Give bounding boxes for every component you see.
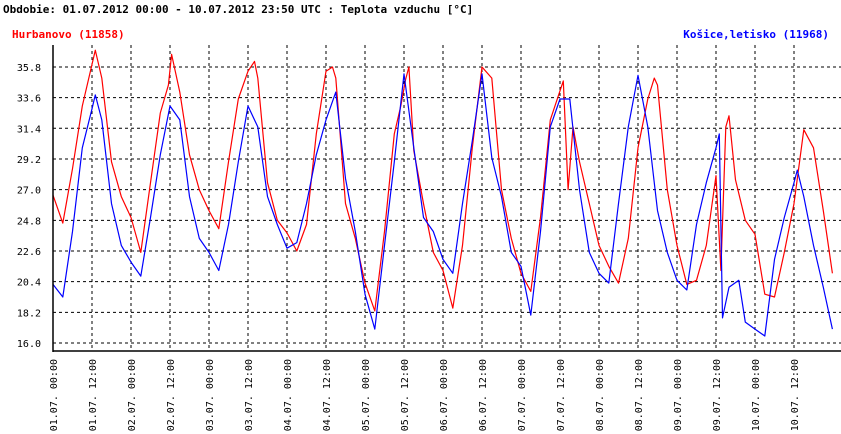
series-line-hurbanovo (52, 49, 833, 312)
y-tick-label: 33.6 (17, 94, 41, 105)
x-tick-label: 08.07. 12:00 (634, 359, 645, 431)
x-tick-label: 03.07. 00:00 (205, 359, 216, 431)
x-tick-label: 09.07. 00:00 (673, 359, 684, 431)
y-tick-label: 35.8 (17, 63, 41, 74)
x-tick-label: 07.07. 00:00 (517, 359, 528, 431)
x-tick-label: 02.07. 12:00 (166, 359, 177, 431)
x-tick-label: 06.07. 00:00 (439, 359, 450, 431)
x-tick-label: 09.07. 12:00 (712, 359, 723, 431)
x-tick-label: 10.07. 00:00 (751, 359, 762, 431)
series-line-kosice (52, 73, 833, 337)
y-tick-label: 22.6 (17, 247, 41, 258)
x-tick-label: 03.07. 12:00 (244, 359, 255, 431)
x-tick-label: 05.07. 00:00 (361, 359, 372, 431)
legend-kosice: Košice,letisko (11968) (683, 28, 829, 41)
y-tick-label: 20.4 (17, 278, 41, 289)
x-tick-label: 01.07. 12:00 (88, 359, 99, 431)
legend-hurbanovo: Hurbanovo (11858) (12, 28, 125, 41)
x-tick-label: 06.07. 12:00 (478, 359, 489, 431)
y-tick-label: 29.2 (17, 155, 41, 166)
y-tick-label: 24.8 (17, 216, 41, 227)
y-tick-label: 27.0 (17, 186, 41, 197)
x-tick-label: 05.07. 12:00 (400, 359, 411, 431)
x-tick-label: 07.07. 12:00 (556, 359, 567, 431)
y-tick-label: 31.4 (17, 124, 41, 135)
x-tick-label: 10.07. 12:00 (790, 359, 801, 431)
chart-title: Obdobie: 01.07.2012 00:00 - 10.07.2012 2… (3, 3, 474, 16)
x-tick-label: 04.07. 12:00 (322, 359, 333, 431)
x-tick-label: 04.07. 00:00 (283, 359, 294, 431)
x-tick-label: 02.07. 00:00 (127, 359, 138, 431)
x-tick-label: 01.07. 00:00 (49, 359, 60, 431)
x-tick-label: 08.07. 00:00 (595, 359, 606, 431)
y-tick-label: 16.0 (17, 339, 41, 350)
y-tick-label: 18.2 (17, 308, 41, 319)
